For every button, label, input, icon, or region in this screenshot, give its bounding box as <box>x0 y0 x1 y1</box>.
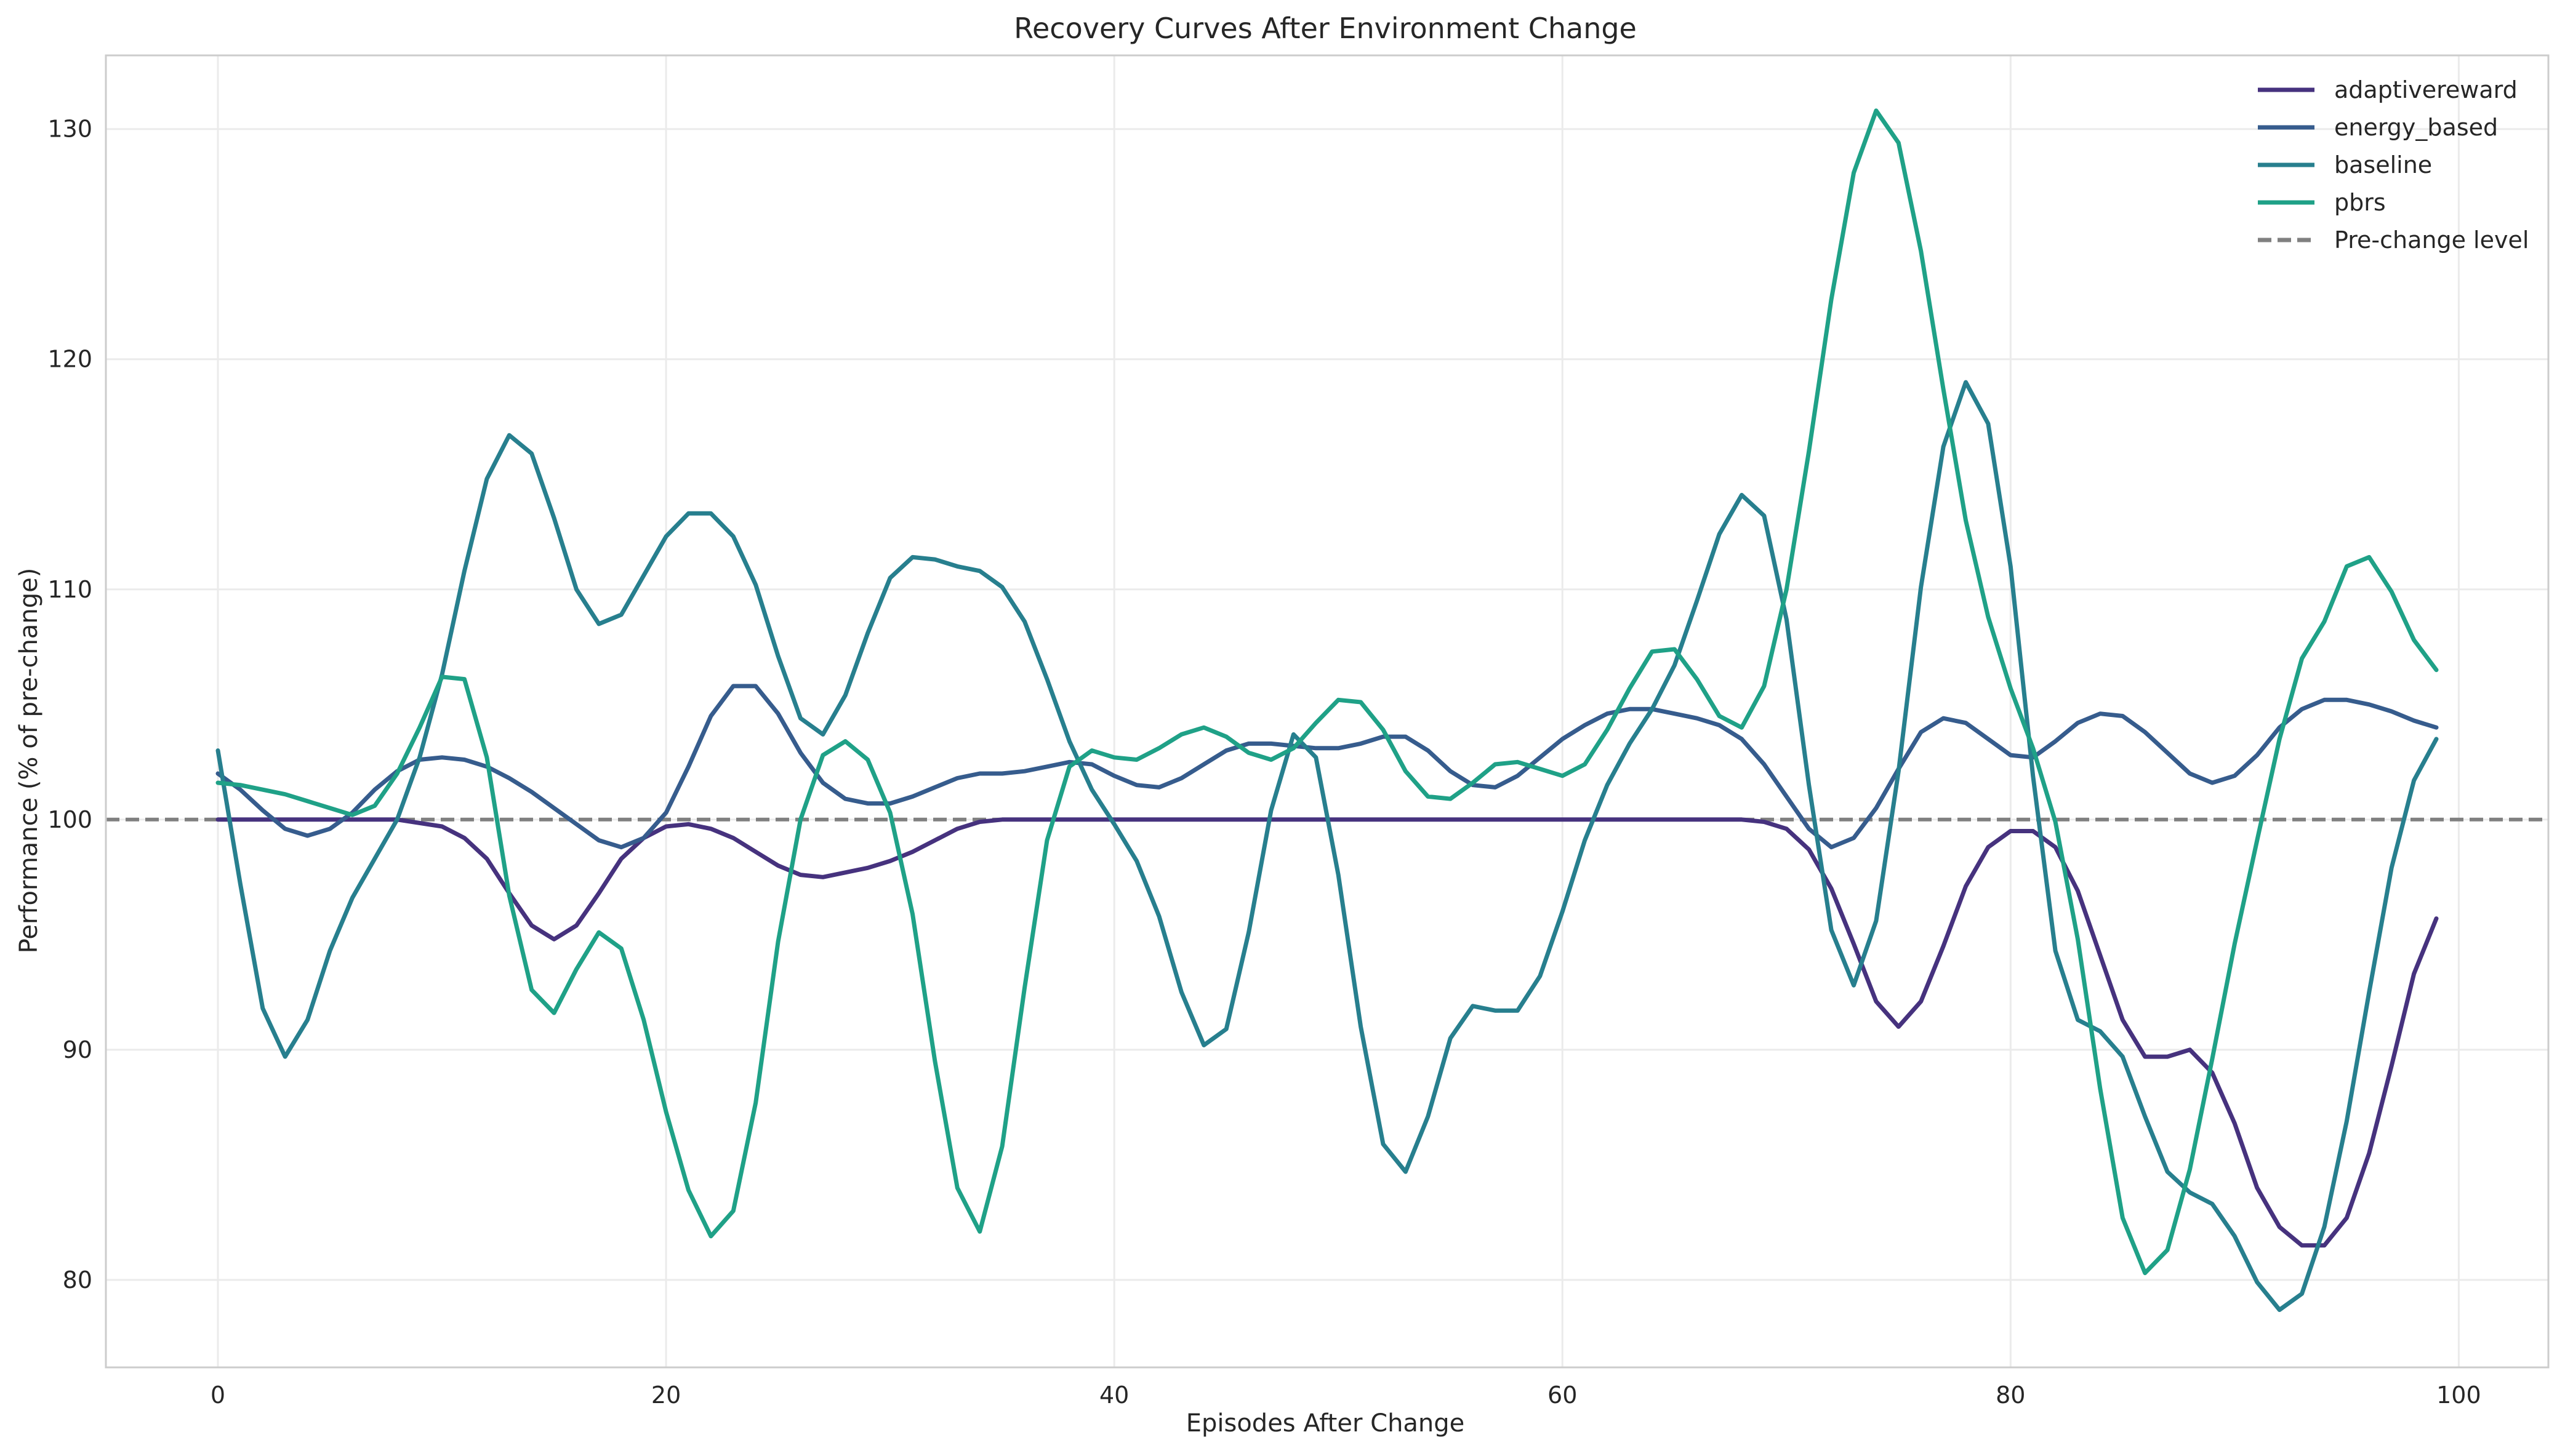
x-tick-label: 0 <box>211 1382 225 1409</box>
legend: adaptivereward energy_based baseline pbrs Pr… <box>2258 76 2529 254</box>
chart-title: Recovery Curves After Environment Change <box>1014 12 1637 45</box>
x-axis-ticks: 0 20 40 60 80 100 <box>211 1382 2481 1409</box>
x-axis-label: Episodes After Change <box>1186 1409 1465 1438</box>
y-axis-label: Performance (% of pre-change) <box>15 568 43 954</box>
legend-label: Pre-change level <box>2334 226 2529 254</box>
x-tick-label: 80 <box>1996 1382 2025 1409</box>
x-tick-label: 40 <box>1099 1382 1129 1409</box>
series-layer <box>215 108 2439 1312</box>
x-tick-label: 60 <box>1547 1382 1577 1409</box>
legend-label: pbrs <box>2334 189 2386 216</box>
y-tick-label: 90 <box>63 1036 92 1063</box>
legend-label: adaptivereward <box>2334 76 2518 103</box>
series-line-adaptivereward <box>215 817 2439 1248</box>
y-tick-label: 120 <box>47 346 92 373</box>
series-line-baseline <box>215 380 2439 1312</box>
legend-label: baseline <box>2334 151 2432 178</box>
y-tick-label: 80 <box>63 1266 92 1294</box>
y-tick-label: 110 <box>47 576 92 603</box>
series-line-pbrs <box>215 108 2439 1276</box>
y-tick-label: 100 <box>47 806 92 833</box>
plot-area-frame <box>105 54 2550 1369</box>
y-axis-ticks: 80 90 100 110 120 130 <box>47 116 92 1294</box>
x-tick-label: 20 <box>651 1382 681 1409</box>
x-tick-label: 100 <box>2436 1382 2481 1409</box>
y-tick-label: 130 <box>47 116 92 143</box>
series-line-energy-based <box>215 684 2439 850</box>
legend-label: energy_based <box>2334 114 2498 141</box>
